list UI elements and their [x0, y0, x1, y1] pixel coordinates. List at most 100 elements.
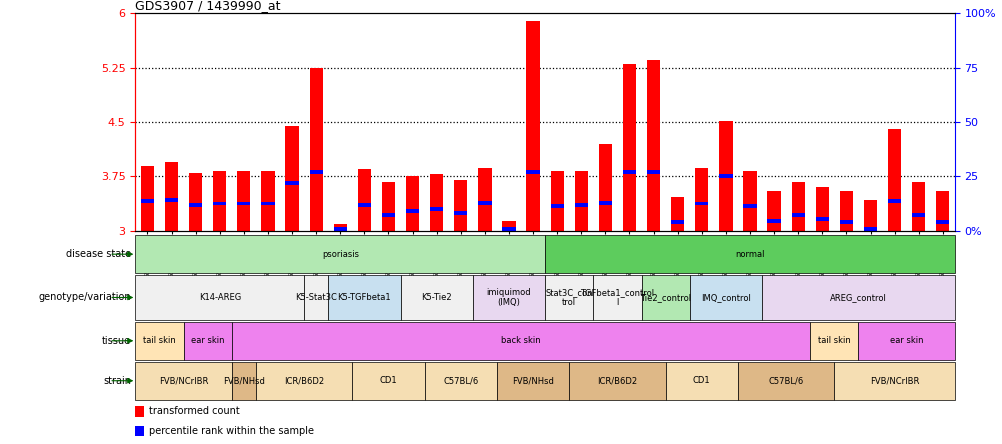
Bar: [424, 362, 496, 400]
Bar: [231, 362, 256, 400]
Text: ICR/B6D2: ICR/B6D2: [597, 376, 637, 385]
Text: Stat3C_con
trol: Stat3C_con trol: [545, 288, 592, 307]
Bar: [454, 180, 467, 231]
Bar: [526, 170, 539, 174]
Text: ear skin: ear skin: [889, 336, 923, 345]
Bar: [286, 126, 299, 231]
Bar: [496, 362, 569, 400]
Bar: [472, 275, 545, 320]
Text: transformed count: transformed count: [149, 406, 239, 416]
Text: tail skin: tail skin: [143, 336, 175, 345]
Bar: [212, 171, 226, 231]
Bar: [135, 275, 304, 320]
Text: CD1: CD1: [692, 376, 709, 385]
Bar: [382, 182, 395, 231]
Bar: [212, 202, 226, 206]
Text: genotype/variation: genotype/variation: [39, 293, 131, 302]
Bar: [670, 197, 683, 231]
Bar: [231, 322, 810, 360]
Bar: [858, 322, 954, 360]
Text: percentile rank within the sample: percentile rank within the sample: [149, 426, 314, 436]
Bar: [545, 235, 954, 273]
Bar: [502, 222, 515, 231]
Bar: [334, 224, 347, 231]
Bar: [188, 203, 202, 207]
Bar: [834, 362, 954, 400]
Text: FVB/NHsd: FVB/NHsd: [222, 376, 265, 385]
Text: IMQ_control: IMQ_control: [700, 293, 750, 302]
Bar: [135, 362, 231, 400]
Bar: [406, 176, 419, 231]
Text: disease state: disease state: [66, 249, 131, 259]
Bar: [887, 129, 901, 231]
Bar: [286, 181, 299, 185]
Bar: [478, 168, 491, 231]
Bar: [646, 170, 659, 174]
Bar: [545, 275, 593, 320]
Text: K14-AREG: K14-AREG: [198, 293, 240, 302]
Bar: [256, 362, 352, 400]
Bar: [935, 191, 949, 231]
Bar: [646, 60, 659, 231]
Bar: [694, 168, 707, 231]
Text: ear skin: ear skin: [190, 336, 224, 345]
Text: psoriasis: psoriasis: [322, 250, 359, 259]
Bar: [304, 275, 328, 320]
Text: TGFbeta1_control
l: TGFbeta1_control l: [580, 288, 654, 307]
Bar: [135, 426, 143, 436]
Bar: [641, 275, 689, 320]
Text: FVB/NCrIBR: FVB/NCrIBR: [869, 376, 919, 385]
Bar: [665, 362, 737, 400]
Bar: [742, 171, 756, 231]
Bar: [810, 322, 858, 360]
Bar: [839, 191, 852, 231]
Bar: [550, 204, 563, 208]
Bar: [135, 322, 183, 360]
Bar: [135, 235, 545, 273]
Bar: [454, 211, 467, 215]
Bar: [791, 182, 804, 231]
Bar: [310, 170, 323, 174]
Bar: [887, 199, 901, 203]
Bar: [358, 169, 371, 231]
Bar: [569, 362, 665, 400]
Text: ICR/B6D2: ICR/B6D2: [284, 376, 324, 385]
Bar: [430, 206, 443, 210]
Bar: [622, 170, 635, 174]
Text: tissue: tissue: [102, 336, 131, 346]
Bar: [183, 322, 231, 360]
Bar: [911, 182, 925, 231]
Bar: [598, 144, 611, 231]
Bar: [237, 171, 250, 231]
Bar: [767, 219, 780, 223]
Bar: [574, 203, 587, 207]
Bar: [352, 362, 424, 400]
Bar: [839, 220, 852, 224]
Text: C57BL/6: C57BL/6: [768, 376, 803, 385]
Text: Tie2_control: Tie2_control: [639, 293, 690, 302]
Bar: [863, 227, 877, 231]
Bar: [737, 362, 834, 400]
Bar: [935, 220, 949, 224]
Bar: [791, 213, 804, 217]
Bar: [262, 202, 275, 206]
Bar: [815, 218, 828, 222]
Bar: [140, 166, 154, 231]
Bar: [140, 199, 154, 203]
Bar: [406, 209, 419, 213]
Bar: [478, 201, 491, 205]
Bar: [310, 67, 323, 231]
Bar: [358, 203, 371, 207]
Bar: [815, 187, 828, 231]
Bar: [400, 275, 472, 320]
Bar: [670, 220, 683, 224]
Bar: [622, 64, 635, 231]
Text: GDS3907 / 1439990_at: GDS3907 / 1439990_at: [135, 0, 281, 12]
Bar: [382, 213, 395, 217]
Text: imiquimod
(IMQ): imiquimod (IMQ): [486, 288, 531, 307]
Text: K5-Stat3C: K5-Stat3C: [295, 293, 337, 302]
Text: tail skin: tail skin: [818, 336, 850, 345]
Text: K5-TGFbeta1: K5-TGFbeta1: [338, 293, 391, 302]
Bar: [430, 174, 443, 231]
Bar: [593, 275, 641, 320]
